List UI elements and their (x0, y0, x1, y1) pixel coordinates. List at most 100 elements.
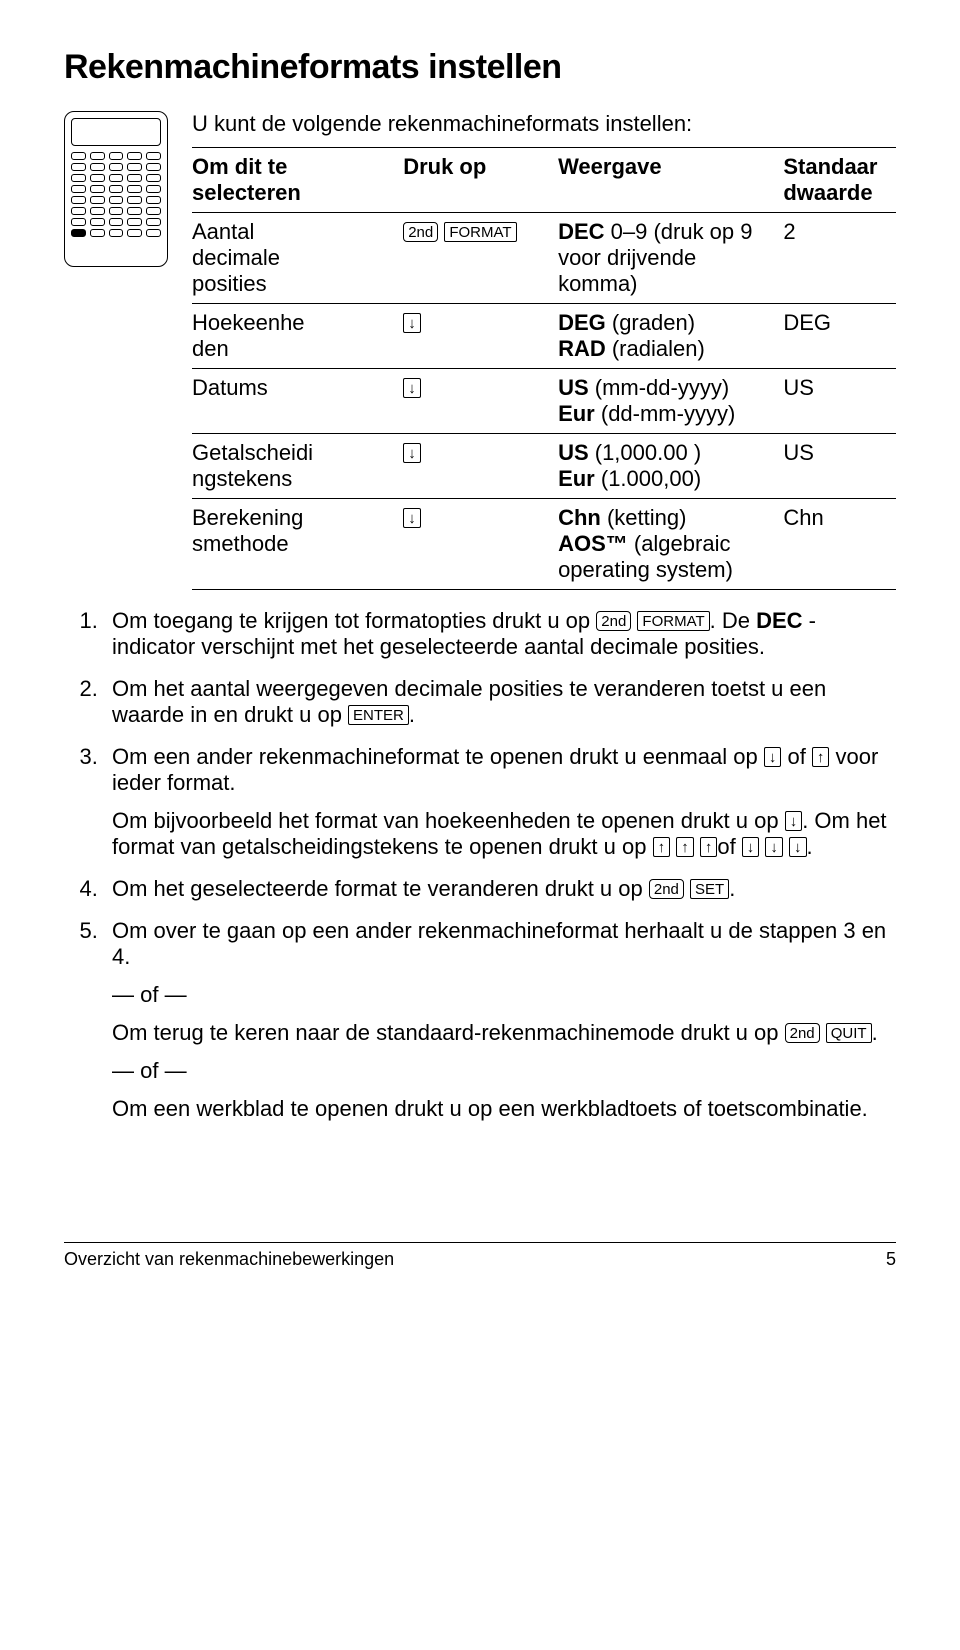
key-down-icon: ↓ (403, 443, 421, 463)
text: Om het aantal weergegeven decimale posit… (112, 676, 826, 727)
text: Getalscheidi (192, 440, 313, 465)
cell-select: Hoekeenhe den (192, 304, 403, 369)
calc-key (146, 185, 161, 193)
text: . (807, 834, 813, 859)
text: Om het geselecteerde format te verandere… (112, 876, 649, 901)
calc-key (127, 174, 142, 182)
col-default-header: Standaar dwaarde (783, 148, 896, 213)
col-key-header: Druk op (403, 148, 558, 213)
cell-display: Chn (ketting) AOS™ (algebraic operating … (558, 499, 783, 590)
page-number: 5 (886, 1249, 896, 1270)
key-down-icon: ↓ (785, 811, 803, 831)
text: Om terug te keren naar de standaard-reke… (112, 1020, 785, 1045)
calc-key (127, 152, 142, 160)
text: (1.000,00) (595, 466, 701, 491)
calc-key (127, 196, 142, 204)
calc-key (90, 163, 105, 171)
text: Om over te gaan op een ander rekenmachin… (112, 918, 896, 970)
cell-keys: ↓ (403, 369, 558, 434)
key-2nd-icon: 2nd (785, 1023, 820, 1043)
text: Hoekeenhe (192, 310, 305, 335)
text: posities (192, 271, 267, 296)
key-down-icon: ↓ (403, 313, 421, 333)
col-display-header: Weergave (558, 148, 783, 213)
cell-display: US (mm-dd-yyyy) Eur (dd-mm-yyyy) (558, 369, 783, 434)
steps-list: Om toegang te krijgen tot formatopties d… (64, 608, 896, 1122)
calc-key (71, 229, 86, 237)
text: selecteren (192, 180, 301, 205)
calc-key (146, 152, 161, 160)
text: Om dit te (192, 154, 287, 179)
key-down-icon: ↓ (403, 378, 421, 398)
calc-key (90, 185, 105, 193)
intro-text: U kunt de volgende rekenmachineformats i… (192, 111, 896, 137)
step-3: Om een ander rekenmachineformat te opene… (104, 744, 896, 860)
key-enter-icon: ENTER (348, 705, 409, 725)
text: (1,000.00 ) (589, 440, 702, 465)
calc-key (127, 218, 142, 226)
key-down-icon: ↓ (403, 508, 421, 528)
text: Standaar (783, 154, 877, 179)
cell-keys: ↓ (403, 304, 558, 369)
calc-key (109, 229, 124, 237)
calculator-screen (71, 118, 161, 146)
calc-key (90, 152, 105, 160)
cell-default: US (783, 369, 896, 434)
text-bold: Chn (558, 505, 601, 530)
cell-default: 2 (783, 213, 896, 304)
calc-key (146, 196, 161, 204)
text: Om een werkblad te openen drukt u op een… (112, 1096, 896, 1122)
key-up-icon: ↑ (653, 837, 671, 857)
calc-key (109, 152, 124, 160)
calc-key (146, 218, 161, 226)
text-bold: Eur (558, 401, 595, 426)
text: dwaarde (783, 180, 872, 205)
text: of (781, 744, 812, 769)
key-down-icon: ↓ (764, 747, 782, 767)
table-row: Getalscheidi ngstekens ↓ US (1,000.00 ) … (192, 434, 896, 499)
intro-row: U kunt de volgende rekenmachineformats i… (64, 111, 896, 590)
calc-key (71, 218, 86, 226)
calc-key (71, 207, 86, 215)
text-bold: US (558, 375, 589, 400)
step-1: Om toegang te krijgen tot formatopties d… (104, 608, 896, 660)
key-2nd-icon: 2nd (403, 222, 438, 242)
text: . (729, 876, 735, 901)
calculator-illustration (64, 111, 168, 267)
text: . (409, 702, 415, 727)
cell-select: Berekening smethode (192, 499, 403, 590)
calc-key (71, 196, 86, 204)
text: Berekening (192, 505, 303, 530)
calc-key (109, 196, 124, 204)
key-down-icon: ↓ (789, 837, 807, 857)
key-up-icon: ↑ (700, 837, 718, 857)
step-4: Om het geselecteerde format te verandere… (104, 876, 896, 902)
key-up-icon: ↑ (812, 747, 830, 767)
cell-default: Chn (783, 499, 896, 590)
key-format-icon: FORMAT (637, 611, 709, 631)
text-bold: DEG (558, 310, 606, 335)
key-down-icon: ↓ (742, 837, 760, 857)
text: of (717, 834, 741, 859)
text-bold: Eur (558, 466, 595, 491)
table-row: Datums ↓ US (mm-dd-yyyy) Eur (dd-mm-yyyy… (192, 369, 896, 434)
page-footer: Overzicht van rekenmachinebewerkingen 5 (64, 1242, 896, 1270)
calc-key (109, 174, 124, 182)
step-5: Om over te gaan op een ander rekenmachin… (104, 918, 896, 1122)
text-bold: RAD (558, 336, 606, 361)
text: (graden) (606, 310, 695, 335)
text: decimale (192, 245, 280, 270)
key-set-icon: SET (690, 879, 729, 899)
text: smethode (192, 531, 289, 556)
text: Om bijvoorbeeld het format van hoekeenhe… (112, 808, 785, 833)
calc-key (146, 174, 161, 182)
main-content: U kunt de volgende rekenmachineformats i… (192, 111, 896, 590)
calc-key (109, 207, 124, 215)
calc-key (127, 229, 142, 237)
calc-key (146, 163, 161, 171)
cell-select: Datums (192, 369, 403, 434)
text: (radialen) (606, 336, 705, 361)
calc-key (109, 163, 124, 171)
calc-key (127, 163, 142, 171)
key-quit-icon: QUIT (826, 1023, 872, 1043)
